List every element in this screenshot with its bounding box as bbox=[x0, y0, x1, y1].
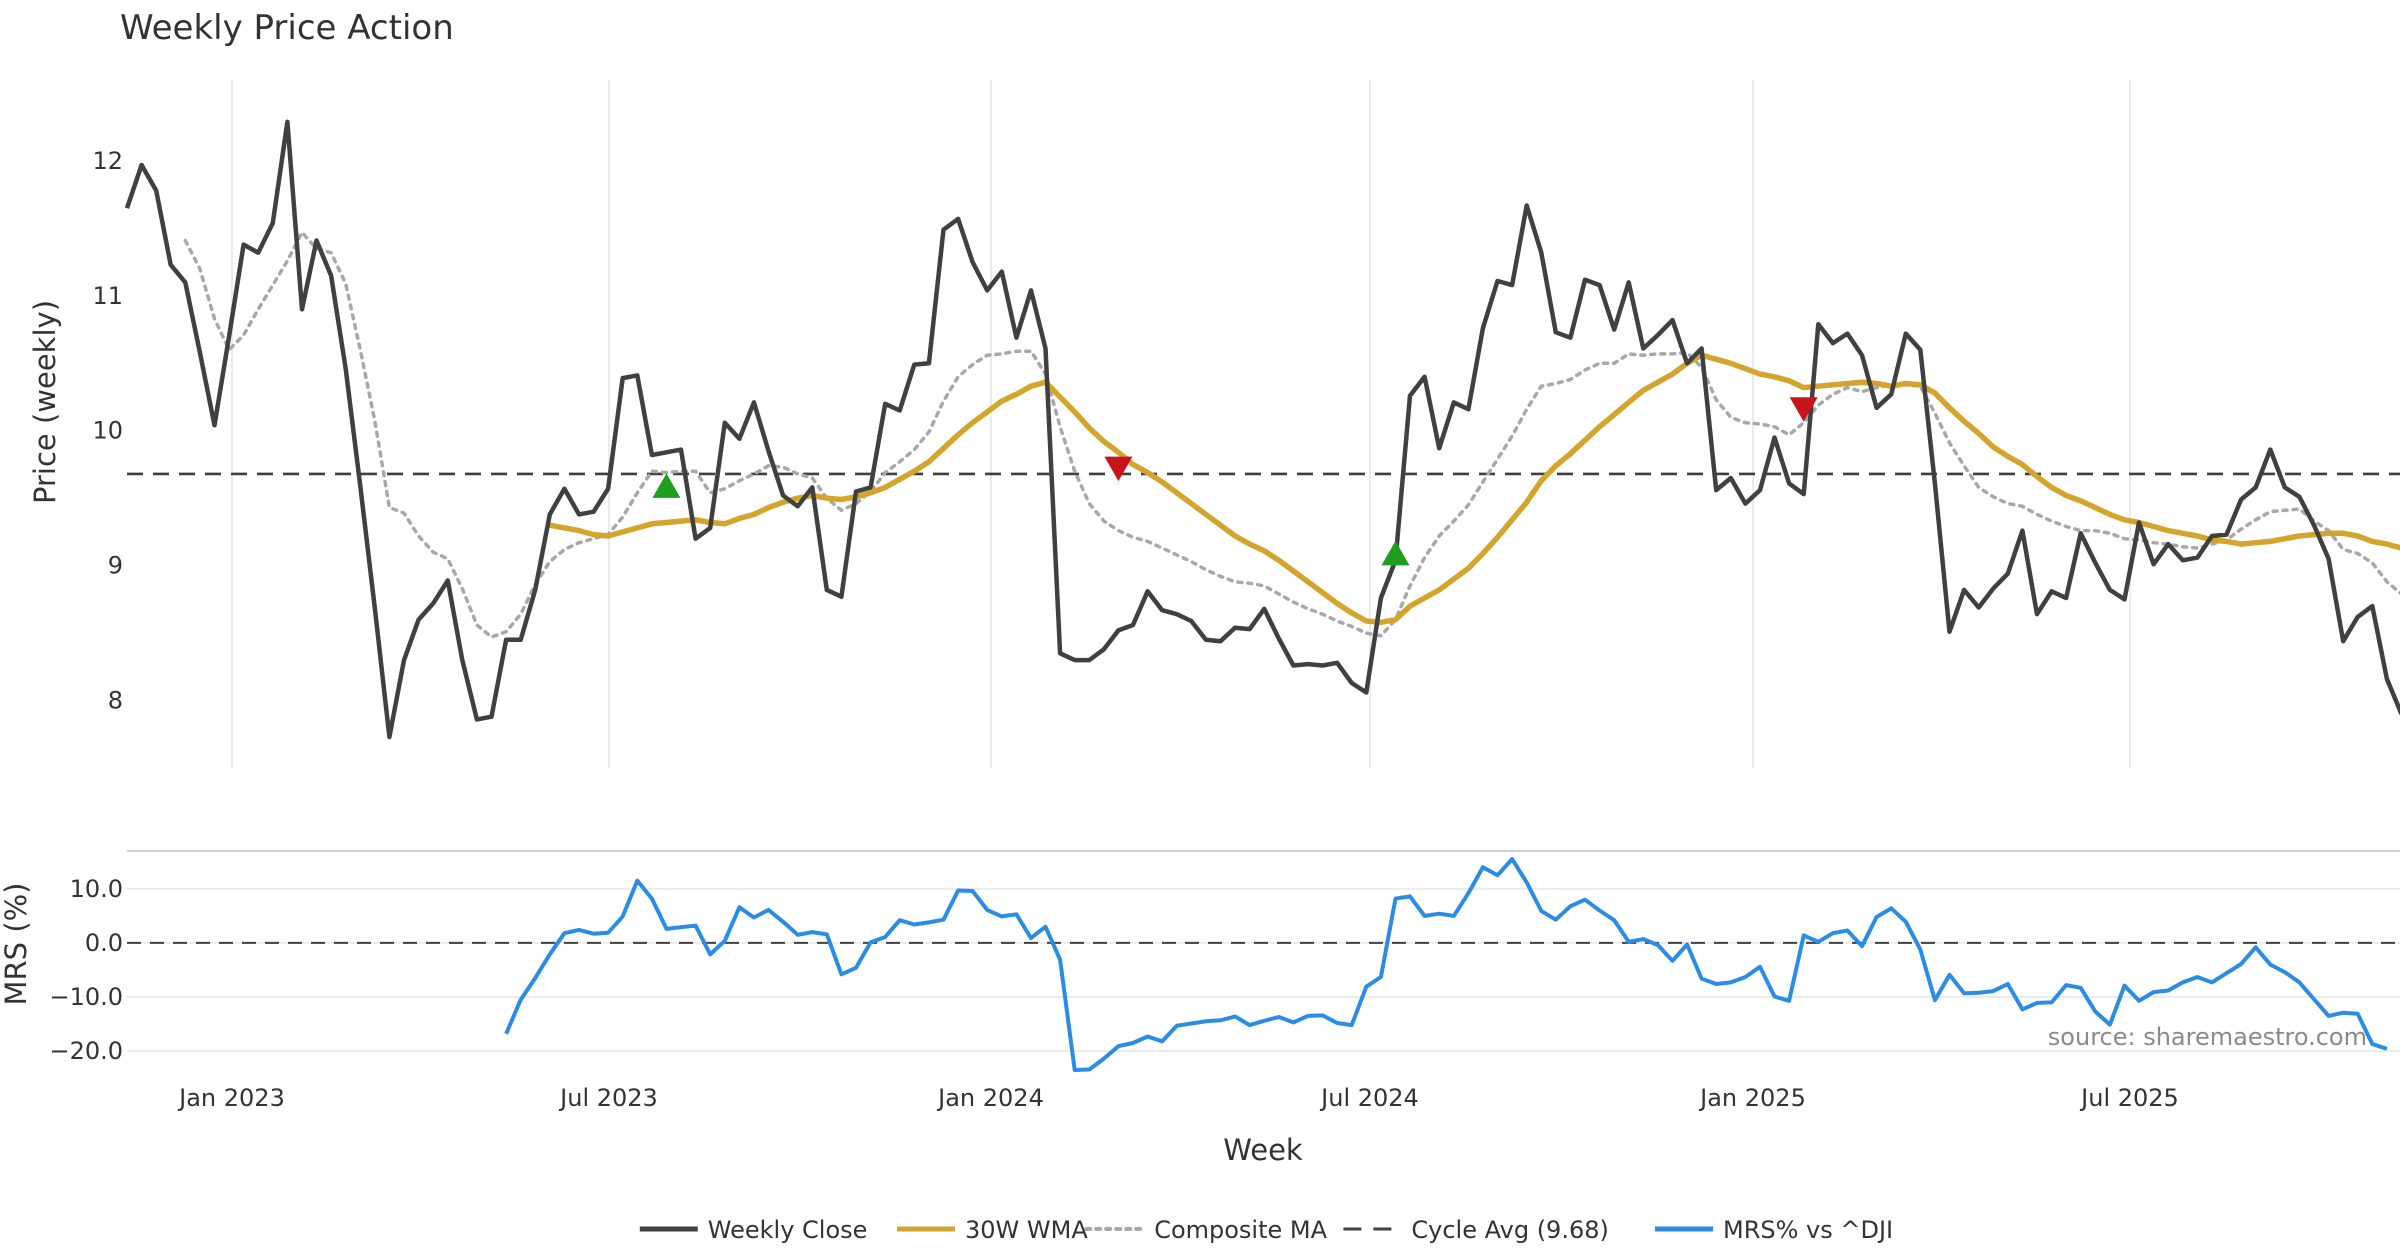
price-y-ticks: 8 9 10 11 12 bbox=[92, 147, 123, 715]
legend-label-mrs: MRS% vs ^DJI bbox=[1723, 1216, 1893, 1244]
price-y-axis-label: Price (weekly) bbox=[28, 300, 62, 504]
x-tick-label: Jan 2025 bbox=[1698, 1084, 1806, 1112]
sell-signal-marker bbox=[1104, 456, 1133, 482]
source-note: source: sharemaestro.com bbox=[2048, 1023, 2367, 1051]
x-tick-label: Jan 2023 bbox=[177, 1084, 285, 1112]
legend-label-composite_ma: Composite MA bbox=[1154, 1216, 1327, 1244]
mrs-y-tick-label: −10.0 bbox=[49, 983, 123, 1011]
weekly-close-line bbox=[124, 119, 2400, 740]
chart-title: Weekly Price Action bbox=[120, 8, 454, 48]
mrs-y-tick-label: 10.0 bbox=[70, 875, 123, 903]
price-y-tick-label: 12 bbox=[92, 147, 123, 175]
buy-signal-marker bbox=[652, 473, 681, 498]
legend-label-weekly_close: Weekly Close bbox=[708, 1216, 868, 1244]
wma-30w-line bbox=[549, 352, 2400, 626]
mrs-y-axis-label: MRS (%) bbox=[0, 883, 33, 1006]
mrs-y-tick-label: 0.0 bbox=[85, 929, 123, 957]
x-tick-label: Jul 2024 bbox=[1319, 1084, 1419, 1112]
x-tick-label: Jan 2024 bbox=[936, 1084, 1044, 1112]
buy-signal-marker bbox=[1381, 540, 1410, 566]
price-y-tick-label: 8 bbox=[108, 687, 123, 715]
x-ticks: Jan 2023 Jul 2023 Jan 2024 Jul 2024 Jan 2025… bbox=[177, 1084, 2179, 1112]
legend-label-cycle_avg: Cycle Avg (9.68) bbox=[1411, 1216, 1608, 1244]
price-y-tick-label: 9 bbox=[108, 552, 123, 580]
legend: Weekly Close 30W WMA Composite MA Cycle Avg… bbox=[639, 1216, 1893, 1244]
mrs-y-ticks: 10.0 0.0 −10.0 −20.0 bbox=[49, 875, 123, 1065]
sell-signal-marker bbox=[1789, 397, 1818, 422]
price-y-tick-label: 10 bbox=[92, 417, 123, 445]
mrs-y-tick-label: −20.0 bbox=[49, 1037, 123, 1065]
x-tick-label: Jul 2025 bbox=[2079, 1084, 2179, 1112]
price-y-tick-label: 11 bbox=[92, 282, 123, 310]
price-grid bbox=[231, 80, 2131, 768]
mrs-line bbox=[504, 857, 2388, 1072]
signal-markers bbox=[652, 397, 1818, 566]
x-axis-label: Week bbox=[1223, 1133, 1303, 1167]
legend-label-wma_30w: 30W WMA bbox=[965, 1216, 1088, 1244]
x-tick-label: Jul 2023 bbox=[558, 1084, 658, 1112]
composite-ma-line bbox=[183, 229, 2400, 640]
